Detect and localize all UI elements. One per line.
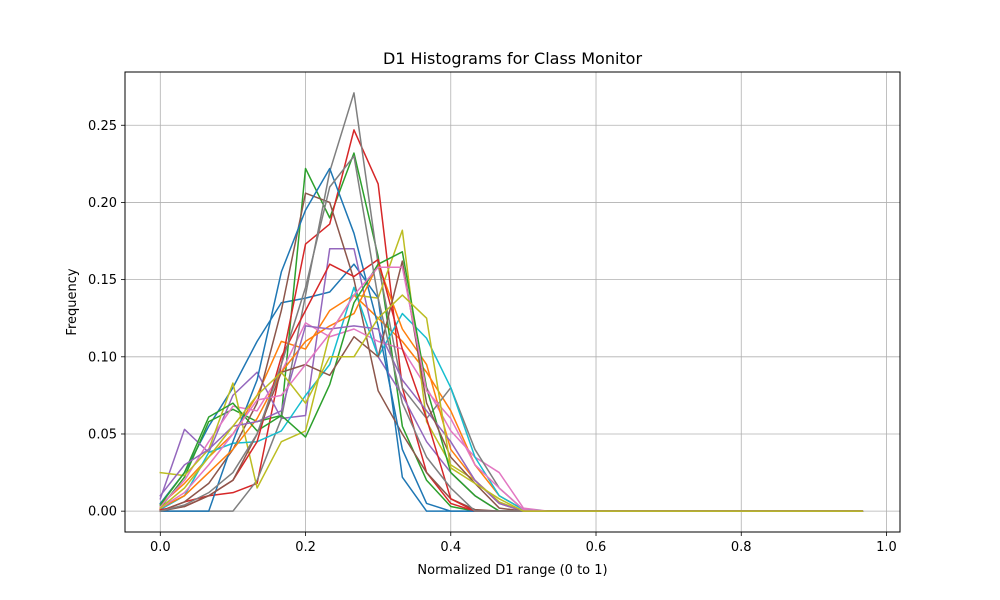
plot-frame [124,71,901,533]
x-tick-label: 1.0 [876,540,897,555]
x-axis-ticks: 0.0 0.2 0.4 0.6 0.8 1.0 [150,532,897,555]
x-tick-label: 0.4 [440,540,461,555]
x-tick-label: 0.8 [731,540,752,555]
series-line-19 [159,294,864,512]
grid [125,72,900,532]
y-tick-label: 0.25 [88,119,117,134]
y-tick-label: 0.00 [88,505,117,520]
x-tick-label: 0.6 [586,540,607,555]
y-tick-label: 0.10 [88,350,117,365]
y-tick-label: 0.05 [88,427,117,442]
series-layer [159,92,864,513]
x-tick-label: 0.2 [295,540,316,555]
y-tick-label: 0.20 [88,196,117,211]
chart-title: D1 Histograms for Class Monitor [383,49,643,68]
y-tick-label: 0.15 [88,273,117,288]
y-axis-label: Frequency [65,268,80,335]
y-axis-ticks: 0.00 0.05 0.10 0.15 0.20 0.25 [88,119,125,520]
x-tick-label: 0.0 [150,540,171,555]
x-axis-label: Normalized D1 range (0 to 1) [417,563,607,578]
